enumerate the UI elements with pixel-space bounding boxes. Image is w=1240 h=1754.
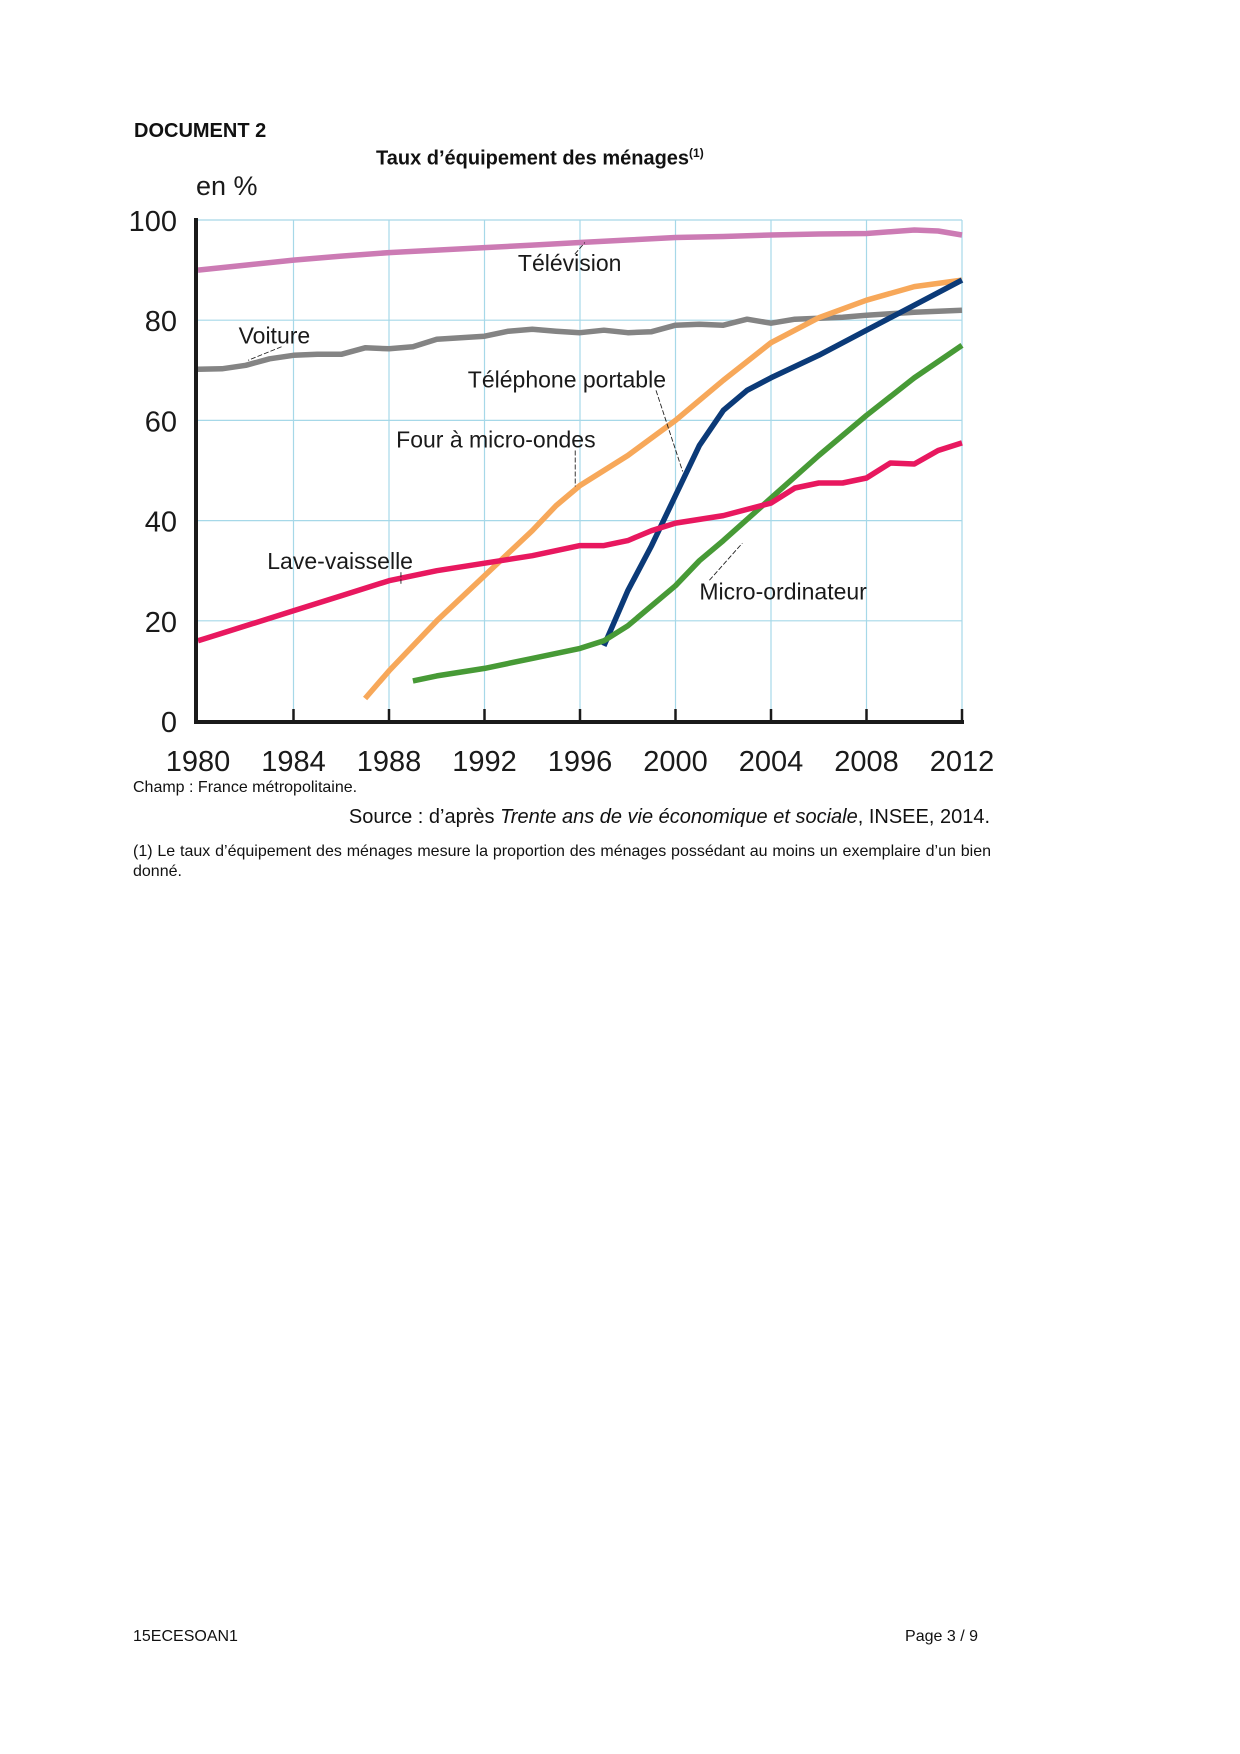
chart-annotations: Télévision Voiture Téléphone portable Four …	[239, 242, 867, 604]
chart-title: Taux d’équipement des ménages(1)	[376, 146, 704, 171]
series-line-micro-ordinateur	[412, 343, 964, 684]
series-line-voiture	[197, 307, 963, 373]
chart-grid	[198, 219, 963, 721]
y-tick-label: 100	[129, 206, 177, 238]
x-tick-label: 2000	[643, 746, 708, 778]
x-tick-label: 2012	[930, 746, 995, 778]
x-tick-label: 1988	[357, 746, 422, 778]
chart-axes: 0 20 40 60 80 100 1980 1984 1988 1992 1996 2000 2004…	[129, 206, 995, 778]
leader-line	[574, 242, 586, 255]
chart-series	[197, 227, 964, 701]
source-title: Trente ans de vie économique et sociale	[500, 806, 858, 828]
leader-line	[655, 390, 684, 472]
y-tick-label: 0	[161, 707, 177, 739]
series-line-telephone-portable	[601, 277, 964, 647]
footer-doc-code: 15ECESOAN1	[133, 1628, 238, 1645]
chart-title-text: Taux d’équipement des ménages	[376, 147, 690, 170]
line-chart: 0 20 40 60 80 100 1980 1984 1988 1992 1996 2000 2004…	[129, 171, 995, 778]
x-tick-label: 1996	[548, 746, 613, 778]
series-label: Lave-vaisselle	[267, 548, 413, 574]
series-line-television	[197, 227, 963, 273]
series-label: Four à micro-ondes	[396, 426, 595, 452]
title-footnote-marker: (1)	[689, 146, 704, 160]
y-tick-label: 40	[145, 507, 177, 539]
series-label: Téléphone portable	[468, 366, 666, 392]
leader-line	[247, 346, 282, 361]
series-label: Micro-ordinateur	[699, 578, 867, 604]
x-tick-label: 2004	[739, 746, 804, 778]
y-tick-label: 20	[145, 607, 177, 639]
source-suffix: , INSEE, 2014.	[857, 806, 990, 828]
y-tick-label: 80	[145, 306, 177, 338]
source-prefix: Source : d’après	[348, 806, 501, 828]
footnote: (1) Le taux d’équipement des ménages mes…	[133, 843, 991, 880]
series-line-lave-vaisselle	[197, 440, 963, 644]
series-label: Télévision	[518, 250, 622, 276]
y-tick-label: 60	[145, 406, 177, 438]
series-line-four-a-micro-ondes	[363, 277, 963, 701]
source-note: Source : d’après Trente ans de vie écono…	[349, 806, 990, 829]
footer-page-number: Page 3 / 9	[905, 1628, 978, 1645]
x-tick-label: 2008	[834, 746, 899, 778]
scope-note: Champ : France métropolitaine.	[133, 779, 358, 796]
x-tick-label: 1980	[166, 746, 231, 778]
x-tick-label: 1992	[452, 746, 517, 778]
leader-line	[709, 542, 743, 581]
document-label: DOCUMENT 2	[134, 120, 267, 142]
y-axis-label: en %	[196, 171, 258, 201]
series-label: Voiture	[239, 323, 311, 349]
x-tick-label: 1984	[261, 746, 326, 778]
